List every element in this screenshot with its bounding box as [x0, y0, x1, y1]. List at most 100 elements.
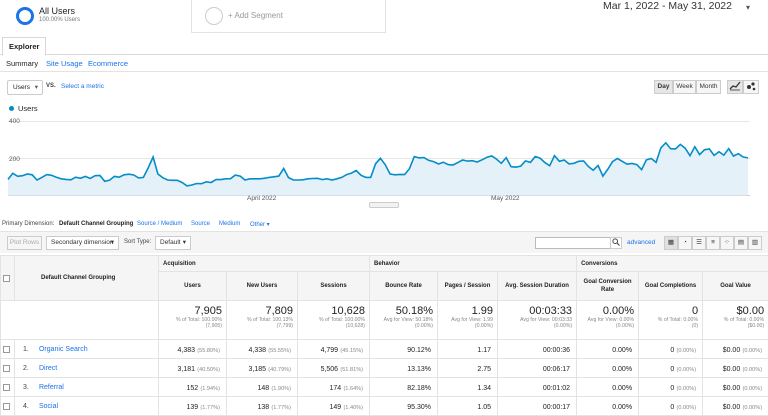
cell-value: 1.34 — [477, 385, 491, 392]
plot-rows-button[interactable]: Plot Rows — [7, 236, 42, 250]
tab-explorer[interactable]: Explorer — [2, 37, 46, 56]
chevron-down-icon: ▾ — [35, 83, 38, 91]
secondary-dimension-dropdown[interactable]: Secondary dimension▾ — [46, 236, 119, 250]
cell-value: 4,338 — [249, 347, 267, 354]
row-checkbox[interactable] — [3, 346, 10, 353]
cell-percent: (1.64%) — [343, 386, 363, 392]
column-header-8[interactable]: Goal Completions — [639, 272, 703, 301]
channel-link[interactable]: Social — [39, 403, 58, 410]
cell-gv: $0.00 (0.00%) — [703, 397, 768, 416]
total-cell: $0.00% of Total: 0.00%($0.00) — [703, 301, 768, 340]
cell-channel: 1. Organic Search — [15, 340, 159, 359]
column-header-9[interactable]: Goal Value — [703, 272, 768, 301]
dimension-default-channel-grouping[interactable]: Default Channel Grouping — [59, 221, 133, 227]
row-number: 1. — [23, 346, 37, 353]
cell-pps: 1.05 — [438, 397, 498, 416]
cell-value: 0.00% — [612, 404, 632, 411]
search-icon[interactable] — [610, 237, 622, 249]
subtab-site-usage[interactable]: Site Usage — [46, 59, 83, 68]
cell-percent: (0.00%) — [742, 367, 762, 373]
row-checkbox[interactable] — [3, 403, 10, 410]
column-header-dimension[interactable]: Default Channel Grouping — [15, 256, 159, 301]
day-button[interactable]: Day — [654, 80, 673, 94]
cell-gcr: 0.00% — [577, 378, 639, 397]
pivot-icon[interactable]: ▤ — [734, 236, 748, 250]
column-header-2[interactable]: New Users — [227, 272, 298, 301]
column-header-4[interactable]: Bounce Rate — [370, 272, 438, 301]
column-header-3[interactable]: Sessions — [298, 272, 370, 301]
total-cell: 0% of Total: 0.00%(0) — [639, 301, 703, 340]
channel-link[interactable]: Organic Search — [39, 346, 88, 353]
segment-all-users[interactable]: All Users 100.00% Users — [0, 0, 192, 33]
date-dropdown-icon[interactable]: ▾ — [746, 3, 750, 12]
total-value: 0 — [639, 305, 698, 317]
row-checkbox[interactable] — [3, 384, 10, 391]
dimension-source-medium[interactable]: Source / Medium — [137, 221, 182, 227]
date-range[interactable]: Mar 1, 2022 - May 31, 2022 — [603, 0, 732, 12]
select-all-cell — [1, 256, 15, 301]
dimension-source[interactable]: Source — [191, 221, 210, 227]
total-subtext-2: (0.00%) — [438, 323, 493, 329]
sort-type-dropdown[interactable]: Default▾ — [155, 236, 191, 250]
dimension-other[interactable]: Other ▾ — [250, 221, 270, 228]
secondary-dimension-label: Secondary dimension — [51, 239, 114, 246]
dimension-medium[interactable]: Medium — [219, 221, 240, 227]
select-all-checkbox[interactable] — [3, 275, 10, 282]
percentage-pie-icon[interactable]: ◔ — [678, 236, 692, 250]
cell-percent: (1.90%) — [271, 386, 291, 392]
comparison-icon[interactable]: ≡ — [706, 236, 720, 250]
month-button[interactable]: Month — [696, 80, 721, 94]
advanced-link[interactable]: advanced — [627, 239, 655, 246]
column-header-5[interactable]: Pages / Session — [438, 272, 498, 301]
table-search-input[interactable] — [535, 237, 611, 249]
cell-gc: 0 (0.00%) — [639, 378, 703, 397]
cell-value: 3,185 — [249, 366, 267, 373]
cell-dur: 00:01:02 — [498, 378, 577, 397]
chart-resize-handle[interactable] — [369, 202, 399, 208]
segment-circle-icon — [16, 7, 34, 25]
select-metric-link[interactable]: Select a metric — [61, 83, 104, 90]
sort-type-label: Sort Type: — [124, 239, 151, 245]
column-header-1[interactable]: Users — [159, 272, 227, 301]
column-header-7[interactable]: Goal Conversion Rate — [577, 272, 639, 301]
performance-bar-icon[interactable]: ☰ — [692, 236, 706, 250]
cell-value: 90.12% — [407, 347, 431, 354]
cell-percent: (0.00%) — [676, 386, 696, 392]
subtab-summary[interactable]: Summary — [6, 59, 38, 68]
row-checkbox[interactable] — [3, 365, 10, 372]
cell-gc: 0 (0.00%) — [639, 359, 703, 378]
channel-link[interactable]: Referral — [39, 384, 64, 391]
x-tick-may: May 2022 — [491, 195, 520, 202]
y-tick-200: 200 — [9, 156, 20, 163]
cell-dur: 00:06:17 — [498, 359, 577, 378]
x-tick-april: April 2022 — [247, 195, 276, 202]
row-checkbox-cell — [1, 397, 15, 416]
column-header-6[interactable]: Avg. Session Duration — [498, 272, 577, 301]
cell-users: 139 (1.77%) — [159, 397, 227, 416]
cell-bounce: 95.30% — [370, 397, 438, 416]
metric-selector[interactable]: Users ▾ — [7, 80, 43, 95]
cell-value: 152 — [186, 385, 198, 392]
cell-sess: 5,506 (51.81%) — [298, 359, 370, 378]
cell-channel: 4. Social — [15, 397, 159, 416]
flat-table-icon[interactable]: ▥ — [748, 236, 762, 250]
cell-new: 148 (1.90%) — [227, 378, 298, 397]
total-subtext-2: (0.00%) — [498, 323, 572, 329]
data-table-icon[interactable]: ▦ — [664, 236, 678, 250]
group-header-row: Default Channel Grouping Acquisition Beh… — [1, 256, 768, 272]
channel-link[interactable]: Direct — [39, 365, 57, 372]
subtab-ecommerce[interactable]: Ecommerce — [88, 59, 128, 68]
term-cloud-icon[interactable]: ⁘ — [720, 236, 734, 250]
motion-chart-icon[interactable] — [743, 80, 759, 94]
tab-bar: Explorer — [0, 37, 768, 55]
cell-percent: (40.50%) — [197, 367, 220, 373]
cell-channel: 3. Referral — [15, 378, 159, 397]
add-segment-button[interactable]: + Add Segment — [192, 0, 386, 33]
total-subtext-2: ($0.00) — [703, 323, 764, 329]
cell-users: 4,383 (55.80%) — [159, 340, 227, 359]
cell-dur: 00:00:36 — [498, 340, 577, 359]
line-chart-icon[interactable] — [727, 80, 743, 94]
week-button[interactable]: Week — [673, 80, 696, 94]
